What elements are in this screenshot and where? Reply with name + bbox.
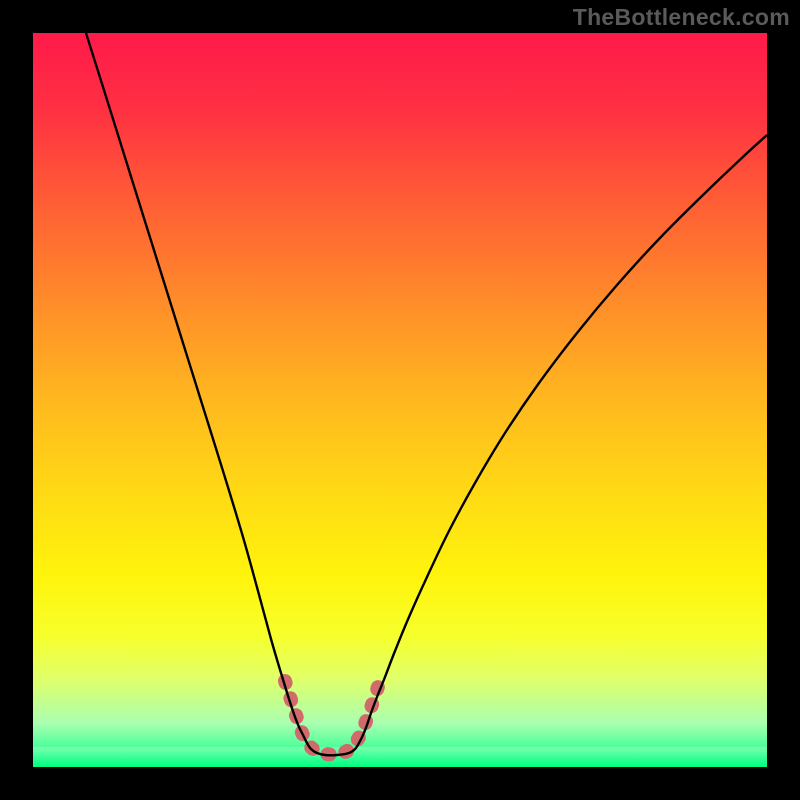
watermark-text: TheBottleneck.com (573, 4, 790, 31)
main-curve (86, 33, 767, 755)
plot-area (33, 33, 767, 767)
chart-svg (33, 33, 767, 767)
trough-highlight (285, 673, 382, 754)
